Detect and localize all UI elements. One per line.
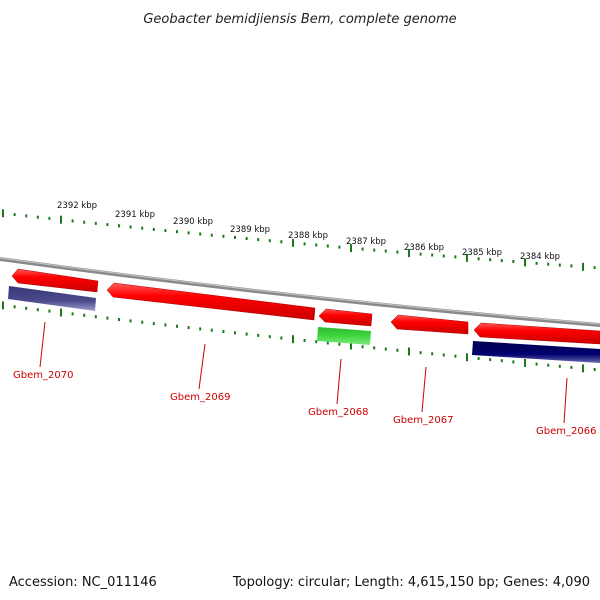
gene-arrow-gbem-2070[interactable] [8,286,96,311]
scale-label: 2385 kbp [462,248,502,258]
scale-label: 2387 kbp [346,237,386,247]
genome-summary-text: Topology: circular; Length: 4,615,150 bp… [232,575,590,590]
scale-label: 2388 kbp [288,231,328,241]
gene-arrow-gbem-2069[interactable] [106,282,316,321]
gene-arrow-gbem-2066-forward[interactable] [473,322,600,345]
scale-label: 2391 kbp [115,210,155,220]
gene-arrow-gbem-2066[interactable] [472,341,600,363]
genome-backbone-highlight [0,257,600,325]
gene-leader-line [198,343,206,390]
scale-label: 2386 kbp [404,243,444,253]
accession-text: Accession: NC_011146 [9,575,157,590]
scale-label: 2390 kbp [173,217,213,227]
gene-arrow-gbem-2070-forward[interactable] [11,268,99,293]
gene-label[interactable]: Gbem_2067 [393,415,453,426]
scale-label: 2384 kbp [520,252,560,262]
gene-label[interactable]: Gbem_2068 [308,407,368,418]
gene-labels: Gbem_2070 Gbem_2069 Gbem_2068 Gbem_2067 Gbem… [13,321,596,437]
gene-leader-line [336,358,342,405]
genome-backbone [0,257,600,327]
gene-arrow-gbem-2067[interactable] [390,314,469,335]
page-title: Geobacter bemidjiensis Bem, complete gen… [143,12,456,27]
gene-leader-line [39,321,46,368]
scale-labels: 2392 kbp 2391 kbp 2390 kbp 2389 kbp 2388 kbp… [57,201,560,262]
gene-label[interactable]: Gbem_2066 [536,426,596,437]
gene-label[interactable]: Gbem_2070 [13,370,73,381]
gene-arrow-gbem-2068[interactable] [317,327,371,345]
gene-arrow-gbem-2068-forward[interactable] [318,308,373,327]
outer-scale-ticks [2,209,596,271]
gene-label[interactable]: Gbem_2069 [170,392,230,403]
scale-label: 2389 kbp [230,225,270,235]
scale-label: 2392 kbp [57,201,97,211]
gene-leader-line [421,366,427,413]
gene-leader-line [563,377,568,424]
